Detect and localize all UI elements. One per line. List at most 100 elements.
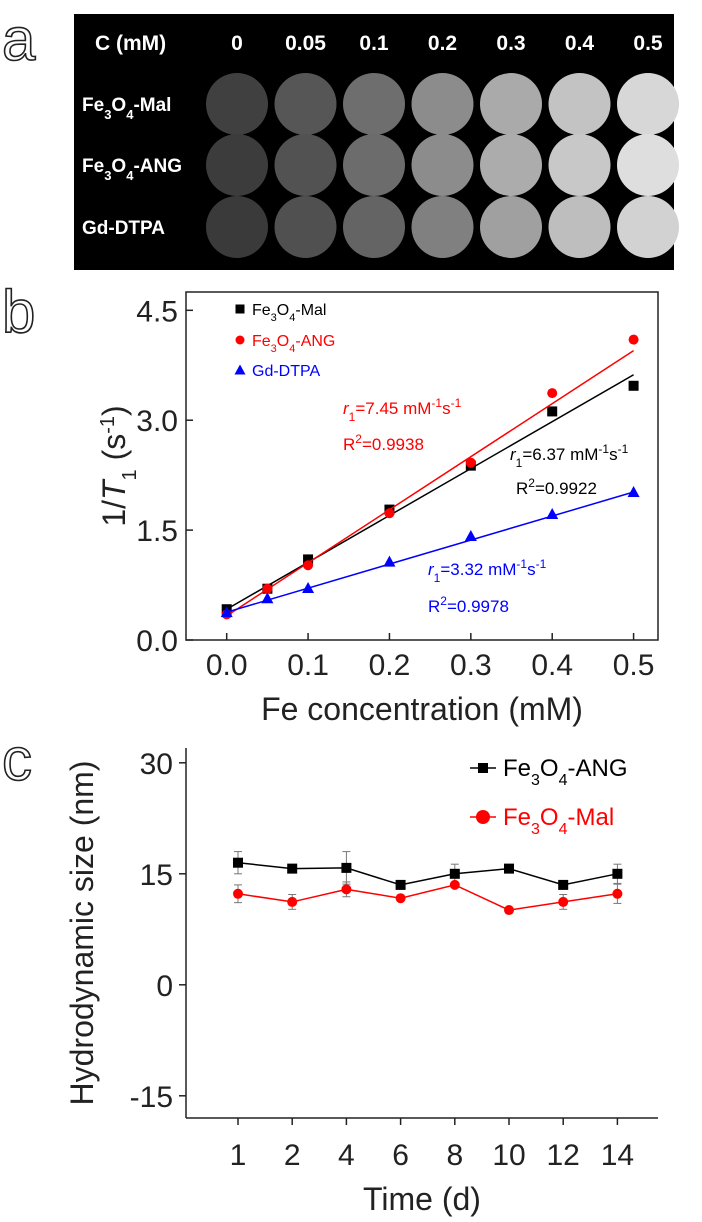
xtick-label-c-6: 12 <box>547 1139 580 1172</box>
ytick-label-b-0: 0.0 <box>136 625 178 658</box>
point-c-s1-5 <box>504 905 514 916</box>
xaxis-title-c: Time (d) <box>363 1181 481 1217</box>
ytick-label-c-1: 0 <box>156 970 173 1003</box>
xtick-label-b-3: 0.3 <box>450 649 492 682</box>
mri-well-r0-c5 <box>548 73 611 135</box>
point-b-s2-5 <box>546 507 559 519</box>
xtick-label-c-1: 2 <box>284 1139 301 1172</box>
legend-label-b-0: Fe3O4-Mal <box>252 302 326 324</box>
point-c-s1-1 <box>287 896 298 907</box>
point-c-s0-4 <box>449 868 460 879</box>
xtick-label-c-3: 6 <box>392 1139 409 1172</box>
mri-well-r0-c1 <box>274 73 337 135</box>
legend-marker-b-1 <box>235 335 245 345</box>
mri-well-r1-c4 <box>480 134 542 196</box>
point-c-s0-6 <box>558 879 569 890</box>
fit-line-b-0 <box>226 374 634 610</box>
mri-well-r0-c4 <box>480 73 542 135</box>
point-b-s2-0 <box>220 606 233 618</box>
point-b-s1-4 <box>465 457 476 468</box>
mri-header-label: C (mM) <box>95 32 166 55</box>
xtick-label-c-2: 4 <box>338 1139 355 1172</box>
point-b-s1-1 <box>262 583 273 594</box>
mri-well-r2-c0 <box>206 196 268 258</box>
point-b-s2-2 <box>302 581 315 593</box>
mri-concentration-3: 0.2 <box>428 32 457 55</box>
point-c-s1-4 <box>449 879 460 890</box>
ytick-label-c-0: -15 <box>130 1081 173 1114</box>
mri-row-label-0: Fe3O4-Mal <box>82 95 171 122</box>
ytick-label-c-2: 15 <box>140 859 173 892</box>
xtick-label-b-2: 0.2 <box>369 649 411 682</box>
legend-label-c-1: Fe3O4-Mal <box>503 804 614 838</box>
xtick-label-b-1: 0.1 <box>287 649 329 682</box>
point-c-s0-2 <box>341 862 352 873</box>
legend-marker-c-0 <box>478 763 488 773</box>
mri-panel: C (mM) 0 0.05 0.1 0.2 0.3 0.4 0.5 Fe3O4-MalFe3… <box>74 14 679 270</box>
ytick-label-b-1: 1.5 <box>136 515 178 548</box>
mri-concentration-6: 0.5 <box>633 32 663 55</box>
panel-letter-c: c <box>2 726 32 793</box>
ytick-label-b-2: 3.0 <box>136 405 178 438</box>
point-c-s0-0 <box>233 857 243 868</box>
point-b-s2-1 <box>261 592 274 604</box>
mri-concentration-labels: 0 0.05 0.1 0.2 0.3 0.4 0.5 <box>231 32 663 55</box>
mri-concentration-0: 0 <box>231 32 243 55</box>
xtick-label-b-5: 0.5 <box>613 649 655 682</box>
ytick-label-b-3: 4.5 <box>136 295 178 328</box>
mri-concentration-2: 0.1 <box>359 32 389 55</box>
point-c-s0-5 <box>504 863 514 874</box>
plot-frame-b <box>185 291 659 641</box>
xtick-label-c-5: 10 <box>492 1139 525 1172</box>
mri-well-r1-c5 <box>548 134 611 196</box>
point-b-s2-3 <box>383 555 396 567</box>
point-c-s1-7 <box>612 888 623 899</box>
fit-line-b-2 <box>226 491 634 613</box>
annotation-r1-0: r1=7.45 mM-1s-1 <box>343 396 462 424</box>
mri-well-r2-c5 <box>548 196 611 258</box>
mri-rows: Fe3O4-Mal Fe3O4-ANG Gd-DTPA <box>82 73 679 258</box>
legend-label-b-2: Gd-DTPA <box>252 363 320 380</box>
point-c-s1-3 <box>395 893 406 904</box>
xtick-label-c-0: 1 <box>230 1139 247 1172</box>
point-b-s1-2 <box>303 560 314 571</box>
annotation-r1-2: r1=3.32 mM-1s-1 <box>428 557 547 585</box>
ytick-label-c-3: 30 <box>140 748 173 781</box>
point-b-s1-3 <box>384 508 395 519</box>
point-c-s1-2 <box>341 884 352 895</box>
point-b-s0-6 <box>628 380 639 391</box>
fit-line-b-1 <box>226 349 634 617</box>
mri-well-r0-c3 <box>411 73 474 135</box>
mri-well-r2-c4 <box>480 196 542 258</box>
point-b-s1-6 <box>628 334 639 345</box>
relaxivity-chart: 0.0 1.5 3.0 4.5 0.0 0.1 0.2 0.3 0.4 0.5 Fe concent… <box>96 291 659 727</box>
xaxis-title-b: Fe concentration (mM) <box>261 691 583 727</box>
point-c-s0-7 <box>612 868 623 879</box>
xtick-label-b-0: 0.0 <box>206 649 248 682</box>
mri-well-r1-c1 <box>274 134 337 196</box>
mri-well-r2-c2 <box>343 196 405 258</box>
mri-row-label-1: Fe3O4-ANG <box>82 156 182 183</box>
point-b-s2-4 <box>464 529 477 541</box>
legend-marker-c-1 <box>476 810 490 824</box>
annotation-r2-2: R2=0.9978 <box>428 594 509 616</box>
panel-letter-b: b <box>2 278 35 345</box>
mri-row-label-2: Gd-DTPA <box>82 218 165 239</box>
mri-well-r1-c6 <box>617 134 679 196</box>
point-c-s0-3 <box>395 879 406 890</box>
annotation-r2-0: R2=0.9938 <box>343 432 424 454</box>
mri-concentration-4: 0.3 <box>496 32 525 55</box>
mri-well-r2-c3 <box>411 196 474 258</box>
point-b-s0-2 <box>303 554 314 565</box>
mri-well-r1-c2 <box>343 134 405 196</box>
mri-well-r0-c2 <box>343 73 405 135</box>
xtick-label-b-4: 0.4 <box>531 649 573 682</box>
mri-well-r1-c3 <box>411 134 474 196</box>
mri-concentration-5: 0.4 <box>565 32 595 55</box>
annotation-r2-1: R2=0.9922 <box>516 476 597 498</box>
yaxis-title-b: 1/T1 (s-1) <box>96 405 141 526</box>
point-b-s0-5 <box>547 406 558 417</box>
mri-well-r0-c6 <box>617 73 679 135</box>
legend-marker-b-2 <box>234 364 246 375</box>
